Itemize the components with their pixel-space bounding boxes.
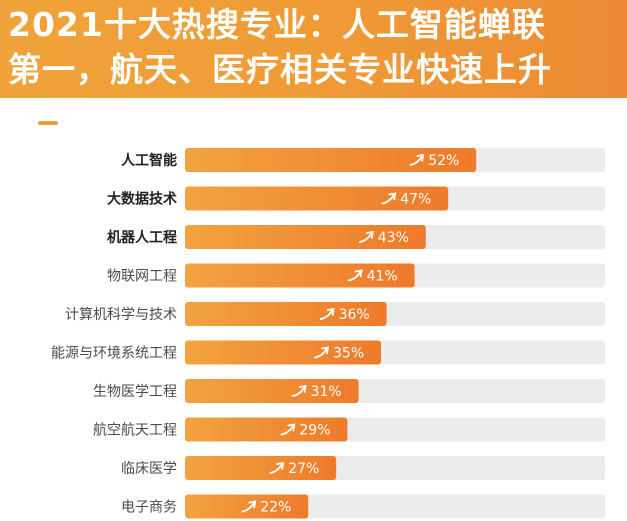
value-label: 29%	[299, 423, 330, 439]
value-label: 41%	[367, 269, 398, 285]
category-label: 电子商务	[121, 500, 177, 516]
trend-up-arrow-icon	[409, 153, 425, 166]
trend-up-arrow-icon	[319, 307, 335, 320]
trend-up-arrow-icon	[269, 461, 285, 474]
value-label: 52%	[428, 153, 459, 169]
accent-divider	[38, 121, 58, 125]
bar	[185, 417, 348, 442]
bar	[185, 379, 359, 403]
category-label: 能源与环境系统工程	[51, 346, 177, 362]
trend-up-arrow-icon	[280, 423, 296, 436]
trend-up-arrow-icon	[347, 269, 363, 282]
category-label: 人工智能	[121, 152, 177, 169]
page-title-line-1: 2021十大热搜专业：人工智能蝉联	[8, 5, 546, 44]
page-title-line-2: 第一，航天、医疗相关专业快速上升	[8, 50, 552, 89]
trend-up-arrow-icon	[358, 230, 374, 243]
category-label: 计算机科学与技术	[65, 307, 177, 323]
title-banner: 2021十大热搜专业：人工智能蝉联 第一，航天、医疗相关专业快速上升	[0, 0, 627, 98]
trend-up-arrow-icon	[291, 384, 307, 397]
value-label: 36%	[339, 307, 370, 323]
value-label: 43%	[378, 230, 409, 246]
value-label: 27%	[288, 461, 319, 477]
value-label: 47%	[400, 192, 431, 208]
trend-up-arrow-icon	[241, 500, 257, 513]
bar	[185, 302, 387, 326]
bar	[185, 456, 337, 480]
value-label: 22%	[260, 500, 291, 516]
category-label: 大数据技术	[107, 191, 177, 208]
bar	[185, 186, 449, 211]
bar	[185, 148, 477, 172]
trend-up-arrow-icon	[381, 192, 397, 205]
trend-up-arrow-icon	[314, 346, 330, 359]
value-label: 35%	[333, 346, 364, 362]
bar	[185, 494, 309, 519]
bar	[185, 263, 415, 288]
bar	[185, 225, 426, 249]
category-label: 航空航天工程	[93, 423, 177, 439]
category-label: 临床医学	[121, 461, 177, 477]
category-label: 生物医学工程	[93, 384, 177, 400]
category-label: 物联网工程	[107, 269, 177, 285]
bar	[185, 340, 381, 365]
category-label: 机器人工程	[107, 229, 177, 246]
value-label: 31%	[311, 384, 342, 400]
